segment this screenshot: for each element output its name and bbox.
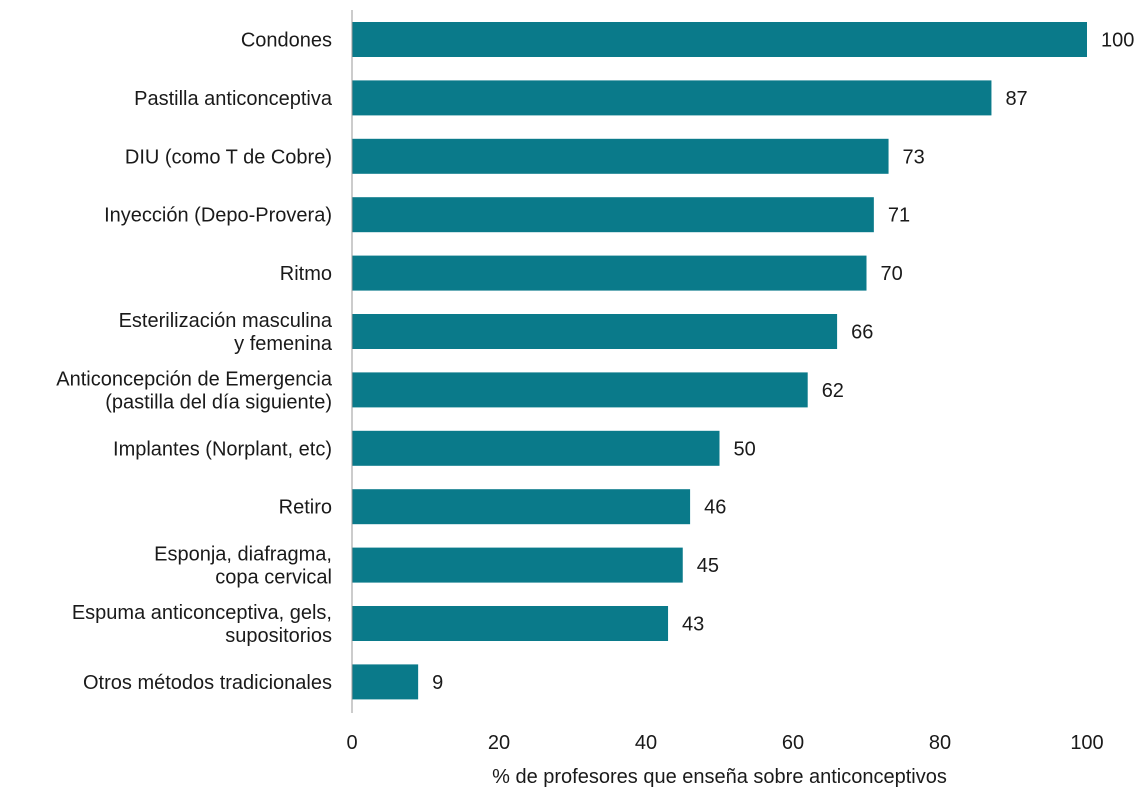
category-label-7: Implantes (Norplant, etc) <box>113 438 332 460</box>
category-label-5-line-0: Esterilización masculina <box>119 310 333 332</box>
category-label-10-line-1: supositorios <box>225 625 332 647</box>
category-label-6-line-0: Anticoncepción de Emergencia <box>56 368 333 390</box>
bar-3 <box>352 197 874 233</box>
category-label-7-line-0: Implantes (Norplant, etc) <box>113 438 332 460</box>
x-tick-label-5: 100 <box>1070 732 1103 754</box>
value-label-4: 70 <box>881 263 903 285</box>
bar-7 <box>352 430 720 466</box>
category-label-4-line-0: Ritmo <box>280 263 332 285</box>
value-label-8: 46 <box>704 497 726 519</box>
value-label-1: 87 <box>1005 88 1027 110</box>
value-label-7: 50 <box>734 438 756 460</box>
bar-1 <box>352 80 992 116</box>
value-label-0: 100 <box>1101 30 1134 52</box>
bar-5 <box>352 314 838 349</box>
x-tick-label-3: 60 <box>782 732 804 754</box>
x-ticks-group: 0 20 40 60 80 100 <box>346 732 1103 754</box>
category-label-3: Inyección (Depo-Provera) <box>104 205 332 227</box>
category-label-10: Espuma anticonceptiva, gels, supositorios <box>72 602 332 647</box>
category-label-1-line-0: Pastilla anticonceptiva <box>134 88 333 110</box>
category-label-6-line-1: (pastilla del día siguiente) <box>105 391 332 413</box>
x-tick-label-1: 20 <box>488 732 510 754</box>
value-label-3: 71 <box>888 205 910 227</box>
value-label-6: 62 <box>822 380 844 402</box>
bar-10 <box>352 606 669 641</box>
x-tick-label-4: 80 <box>929 732 951 754</box>
bar-2 <box>352 138 889 174</box>
bar-11 <box>352 664 419 700</box>
bar-6 <box>352 372 808 408</box>
category-label-10-line-0: Espuma anticonceptiva, gels, <box>72 602 332 624</box>
category-label-2-line-0: DIU (como T de Cobre) <box>125 146 332 168</box>
value-label-10: 43 <box>682 614 704 636</box>
category-label-9-line-1: copa cervical <box>215 567 332 589</box>
value-label-5: 66 <box>851 322 873 344</box>
x-tick-label-0: 0 <box>346 732 357 754</box>
category-label-2: DIU (como T de Cobre) <box>125 146 332 168</box>
value-label-9: 45 <box>697 555 719 577</box>
bar-4 <box>352 255 867 291</box>
category-label-3-line-0: Inyección (Depo-Provera) <box>104 205 332 227</box>
category-label-8-line-0: Retiro <box>279 497 332 519</box>
x-axis-title: % de profesores que enseña sobre anticon… <box>492 766 947 788</box>
category-label-11: Otros métodos tradicionales <box>83 672 332 694</box>
value-labels-group: 100 87 73 71 70 66 62 50 46 45 43 9 <box>432 30 1134 694</box>
category-labels-group: Condones Pastilla anticonceptiva DIU (como… <box>56 30 333 694</box>
x-tick-label-2: 40 <box>635 732 657 754</box>
category-label-9: Esponja, diafragma, copa cervical <box>154 544 332 589</box>
bars-group <box>352 22 1087 700</box>
category-label-5: Esterilización masculina y femenina <box>119 310 333 355</box>
category-label-6: Anticoncepción de Emergencia (pastilla de… <box>56 368 333 413</box>
category-label-8: Retiro <box>279 497 332 519</box>
value-label-2: 73 <box>903 146 925 168</box>
category-label-0-line-0: Condones <box>241 30 332 52</box>
bar-9 <box>352 547 683 583</box>
category-label-1: Pastilla anticonceptiva <box>134 88 333 110</box>
category-label-0: Condones <box>241 30 332 52</box>
bar-0 <box>352 22 1087 57</box>
category-label-4: Ritmo <box>280 263 332 285</box>
category-label-9-line-0: Esponja, diafragma, <box>154 544 332 566</box>
category-label-11-line-0: Otros métodos tradicionales <box>83 672 332 694</box>
bar-8 <box>352 489 691 525</box>
value-label-11: 9 <box>432 672 443 694</box>
category-label-5-line-1: y femenina <box>234 333 333 355</box>
